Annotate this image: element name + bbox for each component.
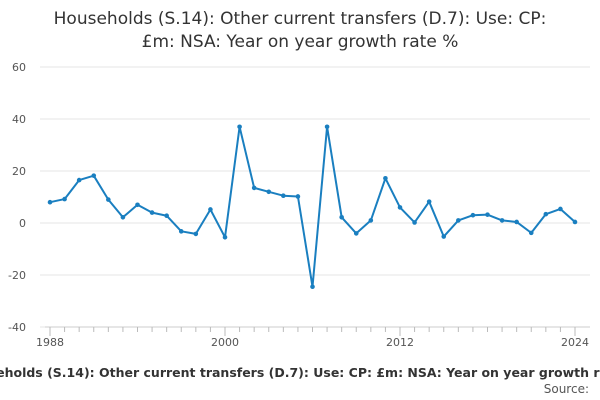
y-tick-label: 0 xyxy=(19,217,26,230)
data-point-1990 xyxy=(76,177,82,183)
data-point-2021 xyxy=(528,230,534,236)
data-point-1994 xyxy=(135,202,140,208)
data-point-1998 xyxy=(193,231,199,237)
x-tick-label: 2012 xyxy=(386,336,414,349)
data-point-2001 xyxy=(237,124,242,130)
data-point-2007 xyxy=(324,124,330,130)
data-point-2012 xyxy=(397,205,403,210)
x-axis: 1988 2000 2012 2024 xyxy=(36,326,590,349)
data-point-2003 xyxy=(266,189,272,195)
data-point-2022 xyxy=(543,211,549,217)
data-point-1996 xyxy=(164,213,169,219)
y-tick-label: -20 xyxy=(8,269,26,282)
chart-title-line-2: £m: NSA: Year on year growth rate % xyxy=(142,32,459,52)
x-tick-label: 2000 xyxy=(211,336,239,349)
chart-title-line-1: Households (S.14): Other current transfe… xyxy=(54,9,547,29)
x-tick-label: 1988 xyxy=(36,336,64,349)
y-tick-label: -40 xyxy=(8,321,26,334)
data-point-1992 xyxy=(106,197,111,202)
data-point-2011 xyxy=(383,175,388,181)
data-point-2009 xyxy=(353,231,359,236)
data-point-2004 xyxy=(281,193,286,198)
data-point-2010 xyxy=(368,218,374,223)
data-point-1989 xyxy=(62,196,67,202)
y-tick-label: 20 xyxy=(12,165,26,178)
data-point-2008 xyxy=(339,214,344,220)
data-point-2017 xyxy=(470,212,476,218)
legend-series-label: Households (S.14): Other current transfe… xyxy=(0,365,600,380)
data-point-1997 xyxy=(178,229,184,234)
data-point-2016 xyxy=(456,218,461,223)
data-point-1988 xyxy=(47,199,53,205)
data-point-2020 xyxy=(514,219,519,225)
data-point-2013 xyxy=(412,220,417,225)
data-point-2002 xyxy=(251,185,257,191)
x-tick-label: 2024 xyxy=(561,336,589,349)
y-tick-label: 60 xyxy=(12,61,26,74)
data-point-2019 xyxy=(499,218,505,223)
data-point-1991 xyxy=(91,173,97,178)
data-series xyxy=(47,124,578,290)
y-axis-ticks: -40 -20 0 20 40 60 xyxy=(8,61,26,334)
y-tick-label: 40 xyxy=(12,113,26,126)
data-point-2014 xyxy=(426,199,432,204)
data-point-2005 xyxy=(295,194,301,199)
gridlines xyxy=(40,66,590,328)
data-point-2006 xyxy=(310,284,315,290)
data-point-2023 xyxy=(558,206,563,212)
data-point-1999 xyxy=(208,207,213,212)
data-point-2015 xyxy=(441,234,447,239)
data-point-2018 xyxy=(485,212,490,217)
data-point-2024 xyxy=(572,219,578,225)
data-point-1993 xyxy=(120,214,126,220)
source-label: Source: xyxy=(544,382,589,396)
series-line xyxy=(49,125,576,288)
data-point-1995 xyxy=(149,210,155,215)
data-point-2000 xyxy=(222,235,228,240)
